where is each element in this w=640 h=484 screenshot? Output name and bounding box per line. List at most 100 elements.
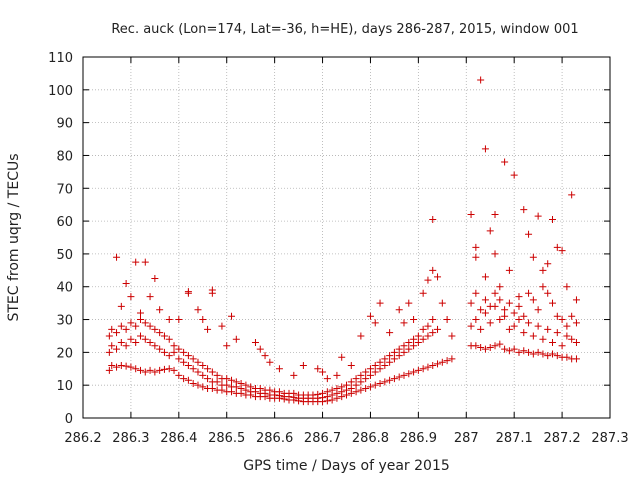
data-point xyxy=(165,335,173,343)
data-point xyxy=(213,371,221,379)
data-point xyxy=(481,345,489,353)
data-point xyxy=(132,365,140,373)
data-point xyxy=(347,361,355,369)
data-point xyxy=(175,316,183,324)
data-point xyxy=(357,386,365,394)
data-point xyxy=(390,348,398,356)
data-point xyxy=(448,332,456,340)
data-point xyxy=(266,358,274,366)
data-point xyxy=(539,350,547,358)
x-tick-label: 286.5 xyxy=(208,431,245,446)
data-point xyxy=(156,306,164,314)
data-point xyxy=(136,332,144,340)
data-point xyxy=(515,348,523,356)
data-point xyxy=(194,358,202,366)
data-point xyxy=(539,266,547,274)
data-point xyxy=(386,376,394,384)
data-point xyxy=(381,361,389,369)
data-point xyxy=(534,322,542,330)
data-point xyxy=(539,335,547,343)
data-point xyxy=(132,258,140,266)
data-point xyxy=(376,299,384,307)
data-point xyxy=(146,293,154,301)
data-point xyxy=(189,380,197,388)
data-point xyxy=(515,293,523,301)
data-point xyxy=(553,312,561,320)
data-point xyxy=(568,335,576,343)
data-point xyxy=(529,296,537,304)
data-point xyxy=(347,384,355,392)
data-point xyxy=(290,371,298,379)
data-point xyxy=(180,348,188,356)
data-point xyxy=(371,368,379,376)
data-point xyxy=(424,322,432,330)
y-tick-label: 60 xyxy=(56,215,73,230)
data-point xyxy=(256,345,264,353)
data-point xyxy=(491,289,499,297)
data-point xyxy=(549,299,557,307)
data-point xyxy=(371,381,379,389)
data-point xyxy=(572,355,580,363)
data-point xyxy=(319,389,327,397)
data-point xyxy=(429,215,437,223)
data-point xyxy=(122,279,130,287)
data-point xyxy=(410,342,418,350)
data-point xyxy=(481,296,489,304)
data-point xyxy=(448,355,456,363)
data-point xyxy=(362,375,370,383)
data-point xyxy=(141,335,149,343)
data-point xyxy=(486,227,494,235)
data-point xyxy=(534,306,542,314)
data-point xyxy=(105,332,113,340)
data-point xyxy=(343,381,350,389)
data-point xyxy=(333,384,341,392)
data-point xyxy=(199,371,207,379)
data-point xyxy=(105,366,113,374)
data-point xyxy=(184,376,192,384)
data-point xyxy=(352,381,360,389)
data-point xyxy=(515,316,523,324)
data-point xyxy=(160,365,168,373)
data-point xyxy=(323,388,331,396)
data-point xyxy=(553,352,561,360)
data-point xyxy=(486,302,494,310)
data-point xyxy=(199,316,207,324)
data-point xyxy=(141,319,149,327)
data-point xyxy=(117,339,125,347)
data-point xyxy=(180,375,188,383)
data-point xyxy=(434,325,442,333)
y-tick-label: 40 xyxy=(56,281,73,296)
data-point xyxy=(568,312,576,320)
data-point xyxy=(491,342,499,350)
data-points xyxy=(105,76,580,406)
data-point xyxy=(122,342,130,350)
data-point xyxy=(405,345,413,353)
data-point xyxy=(108,325,116,333)
grid xyxy=(83,57,610,418)
data-point xyxy=(146,366,154,374)
data-point xyxy=(146,339,154,347)
data-point xyxy=(194,381,202,389)
data-point xyxy=(553,243,561,251)
data-point xyxy=(400,342,408,350)
data-point xyxy=(563,332,571,340)
data-point xyxy=(501,312,509,320)
plot-frame xyxy=(82,56,611,419)
data-point xyxy=(572,339,580,347)
data-point xyxy=(170,342,178,350)
x-tick-label: 286.6 xyxy=(256,431,293,446)
data-point xyxy=(563,283,571,291)
data-point xyxy=(232,335,240,343)
data-point xyxy=(438,299,446,307)
data-point xyxy=(366,365,374,373)
data-point xyxy=(381,355,389,363)
data-point xyxy=(275,388,283,396)
data-point xyxy=(386,352,394,360)
data-point xyxy=(414,339,422,347)
y-tick-label: 50 xyxy=(56,248,73,263)
data-point xyxy=(328,386,336,394)
data-point xyxy=(371,361,379,369)
data-point xyxy=(410,368,418,376)
data-point xyxy=(151,342,159,350)
data-point xyxy=(208,384,216,392)
